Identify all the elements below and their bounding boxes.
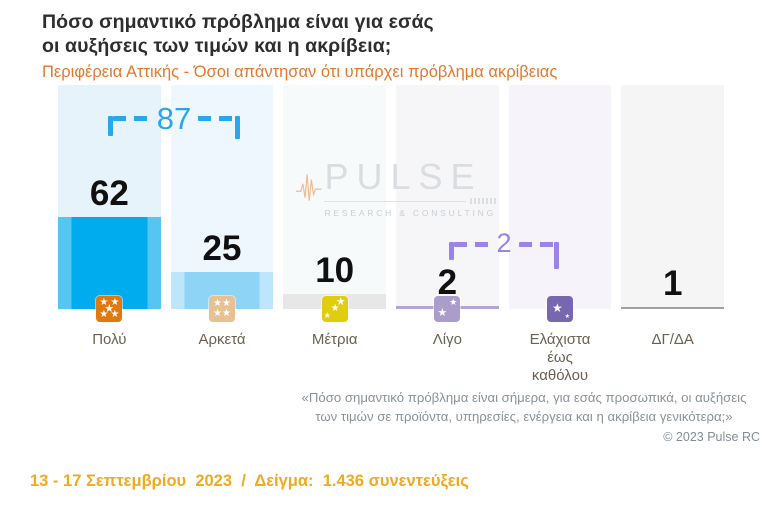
pulse-logo-tagline: RESEARCH & CONSULTING — [324, 208, 496, 218]
star-glyph: ★ — [104, 303, 115, 315]
chart-column-5: ★ Ελάχιστα έως καθόλου — [508, 85, 612, 390]
chart-column-6: 1 ΔΓ/ΔΑ — [621, 85, 725, 390]
star-glyph: ★ — [323, 311, 331, 320]
chart-column-2: 25 ★ ★ ★ ★ Αρκετά — [170, 85, 274, 390]
pulse-logo-divider — [324, 198, 496, 204]
star-glyph: ★ — [222, 308, 231, 319]
value-label: 62 — [89, 174, 129, 213]
sum-value-87: 87 — [156, 101, 192, 136]
star-glyph: ★ — [449, 297, 458, 307]
footnote-line-2: των τιμών σε προϊόντα, υπηρεσίες, ενέργε… — [315, 409, 733, 425]
pulse-logo-name: PULSE — [324, 156, 483, 197]
star-1-badge: ★ — [547, 296, 574, 322]
category-label: Αρκετά — [198, 331, 246, 348]
star-glyph: ★ — [330, 303, 340, 314]
bracket-dash-left — [454, 242, 490, 247]
chart-column-4: 2 ★ ★ Λίγο — [396, 85, 499, 390]
star-glyph: ★ — [335, 296, 346, 308]
category-label: ΔΓ/ΔΑ — [651, 331, 694, 348]
pulse-logo-text: PULSE RESEARCH & CONSULTING — [324, 159, 496, 218]
star-glyph: ★ — [213, 298, 222, 309]
bracket-hook-right — [235, 116, 241, 139]
sum-bracket-little-none: 2 — [449, 230, 559, 269]
value-label: 1 — [662, 263, 683, 303]
bar-chart: 62 ★ ★ ★ ★ ★ Πολύ 25 ★ ★ ★ ★ Αρκετά 10 ★ ★ ★ Μέτρια 2 ★ ★ Λίγ… — [58, 85, 725, 390]
stars-3-badge: ★ ★ ★ — [321, 296, 348, 322]
category-label: Πολύ — [92, 331, 127, 348]
bar — [621, 306, 725, 309]
bracket-dash-right — [518, 242, 554, 247]
star-glyph: ★ — [552, 301, 563, 315]
column-background: ★ — [508, 85, 612, 322]
star-glyph: ★ — [110, 297, 120, 308]
star-glyph: ★ — [213, 308, 222, 319]
hatch-mark — [470, 198, 496, 204]
star-glyph: ★ — [99, 309, 109, 320]
star-glyph: ★ — [222, 298, 231, 309]
value-label: 25 — [202, 228, 242, 268]
pulse-logo: PULSE RESEARCH & CONSULTING — [296, 159, 496, 218]
bracket-hook-left — [449, 242, 454, 260]
star-glyph: ★ — [437, 307, 448, 319]
divider-line — [324, 200, 466, 202]
value-label: 2 — [437, 263, 458, 303]
header: Πόσο σημαντικό πρόβλημα είναι για εσάς ο… — [42, 10, 557, 82]
copyright: © 2023 Pulse RC — [663, 430, 760, 444]
category-label: Λίγο — [432, 331, 462, 348]
category-label: Ελάχιστα έως καθόλου — [529, 331, 591, 384]
page-subtitle: Περιφέρεια Αττικής - Όσοι απάντησαν ότι … — [42, 63, 558, 82]
sum-bracket-very-quite: 87 — [108, 103, 241, 147]
column-background: 1 — [621, 85, 725, 309]
question-footnote: «Πόσο σημαντικό πρόβλημα είναι σήμερα, γ… — [285, 388, 763, 426]
bar — [58, 217, 161, 309]
footnote-line-1: «Πόσο σημαντικό πρόβλημα είναι σήμερα, γ… — [301, 390, 747, 405]
page-title: Πόσο σημαντικό πρόβλημα είναι για εσάς ο… — [42, 10, 557, 58]
pulse-waveform-icon — [296, 174, 322, 201]
star-glyph: ★ — [110, 309, 120, 320]
value-label: 10 — [315, 251, 355, 291]
chart-column-3: 10 ★ ★ ★ Μέτρια — [283, 85, 387, 390]
category-label: Μέτρια — [311, 331, 358, 348]
fieldwork-sample-info: 13 - 17 Σεπτεμβρίου 2023 / Δείγμα: 1.436… — [30, 472, 469, 490]
column-background: 25 ★ ★ ★ ★ — [170, 85, 274, 322]
star-glyph: ★ — [99, 297, 109, 308]
stars-2-badge: ★ ★ — [434, 296, 461, 322]
bracket-hook-left — [108, 116, 113, 136]
column-background: 2 ★ ★ — [396, 85, 499, 322]
bracket-dash-right — [198, 116, 236, 121]
title-line-1: Πόσο σημαντικό πρόβλημα είναι για εσάς — [42, 11, 434, 33]
stars-4-badge: ★ ★ ★ ★ — [209, 296, 235, 322]
chart-columns: 62 ★ ★ ★ ★ ★ Πολύ 25 ★ ★ ★ ★ Αρκετά 10 ★ ★ ★ Μέτρια 2 ★ ★ Λίγ… — [58, 85, 725, 390]
stars-5-badge: ★ ★ ★ ★ ★ — [96, 296, 123, 322]
bracket-hook-right — [554, 242, 559, 269]
bracket-dash-left — [113, 116, 150, 121]
column-background: 10 ★ ★ ★ — [283, 85, 387, 322]
title-line-2: οι αυξήσεις των τιμών και η ακρίβεια; — [42, 35, 392, 58]
sum-value-2: 2 — [496, 228, 512, 258]
